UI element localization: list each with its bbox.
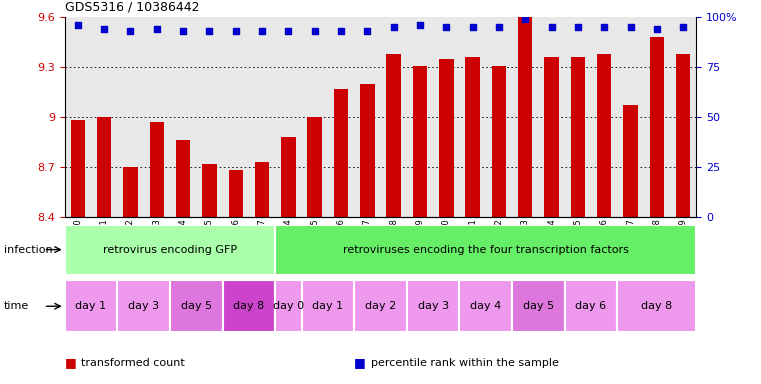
Point — [466, 24, 479, 30]
Point — [572, 24, 584, 30]
Bar — [334, 89, 349, 217]
Bar — [307, 117, 322, 217]
Bar — [202, 164, 217, 217]
Text: day 0: day 0 — [273, 301, 304, 311]
Point — [98, 26, 110, 32]
Bar — [71, 121, 85, 217]
Bar — [512, 280, 565, 332]
Bar — [387, 54, 401, 217]
Bar — [650, 37, 664, 217]
Bar — [518, 17, 533, 217]
Bar — [117, 280, 170, 332]
Bar — [412, 66, 427, 217]
Bar — [223, 280, 275, 332]
Point — [677, 24, 689, 30]
Bar — [275, 280, 301, 332]
Text: day 8: day 8 — [642, 301, 673, 311]
Point — [124, 28, 136, 34]
Point — [519, 16, 531, 22]
Bar — [176, 141, 190, 217]
Text: retroviruses encoding the four transcription factors: retroviruses encoding the four transcrip… — [343, 245, 629, 255]
Text: day 1: day 1 — [312, 301, 343, 311]
Bar — [565, 280, 617, 332]
Text: retrovirus encoding GFP: retrovirus encoding GFP — [103, 245, 237, 255]
Bar — [460, 280, 512, 332]
Bar — [676, 54, 690, 217]
Bar — [255, 162, 269, 217]
Bar — [123, 167, 138, 217]
Text: day 6: day 6 — [575, 301, 607, 311]
Bar — [228, 170, 243, 217]
Bar — [407, 280, 460, 332]
Bar — [492, 66, 506, 217]
Point — [440, 24, 452, 30]
Text: GDS5316 / 10386442: GDS5316 / 10386442 — [65, 0, 199, 13]
Bar — [275, 225, 696, 275]
Point — [151, 26, 163, 32]
Text: time: time — [4, 301, 29, 311]
Bar — [65, 280, 117, 332]
Bar — [623, 106, 638, 217]
Bar — [597, 54, 611, 217]
Point — [230, 28, 242, 34]
Point — [361, 28, 374, 34]
Bar — [360, 84, 374, 217]
Text: day 1: day 1 — [75, 301, 107, 311]
Point — [177, 28, 189, 34]
Text: day 3: day 3 — [418, 301, 449, 311]
Text: infection: infection — [4, 245, 53, 255]
Text: transformed count: transformed count — [81, 358, 185, 368]
Bar — [301, 280, 354, 332]
Point — [335, 28, 347, 34]
Point — [72, 22, 84, 28]
Bar — [544, 57, 559, 217]
Text: day 5: day 5 — [180, 301, 212, 311]
Text: day 5: day 5 — [523, 301, 554, 311]
Text: ■: ■ — [354, 356, 365, 369]
Point — [493, 24, 505, 30]
Point — [256, 28, 268, 34]
Bar — [97, 117, 111, 217]
Bar — [170, 280, 223, 332]
Bar — [617, 280, 696, 332]
Point — [387, 24, 400, 30]
Bar — [354, 280, 407, 332]
Point — [546, 24, 558, 30]
Text: percentile rank within the sample: percentile rank within the sample — [371, 358, 559, 368]
Point — [203, 28, 215, 34]
Text: day 4: day 4 — [470, 301, 501, 311]
Bar — [466, 57, 480, 217]
Point — [309, 28, 321, 34]
Bar — [150, 122, 164, 217]
Bar — [571, 57, 585, 217]
Text: day 2: day 2 — [365, 301, 396, 311]
Text: day 3: day 3 — [128, 301, 159, 311]
Point — [282, 28, 295, 34]
Text: day 8: day 8 — [234, 301, 265, 311]
Bar — [439, 59, 454, 217]
Point — [414, 22, 426, 28]
Point — [598, 24, 610, 30]
Point — [651, 26, 663, 32]
Point — [625, 24, 637, 30]
Bar — [281, 137, 295, 217]
Bar — [65, 225, 275, 275]
Text: ■: ■ — [65, 356, 76, 369]
